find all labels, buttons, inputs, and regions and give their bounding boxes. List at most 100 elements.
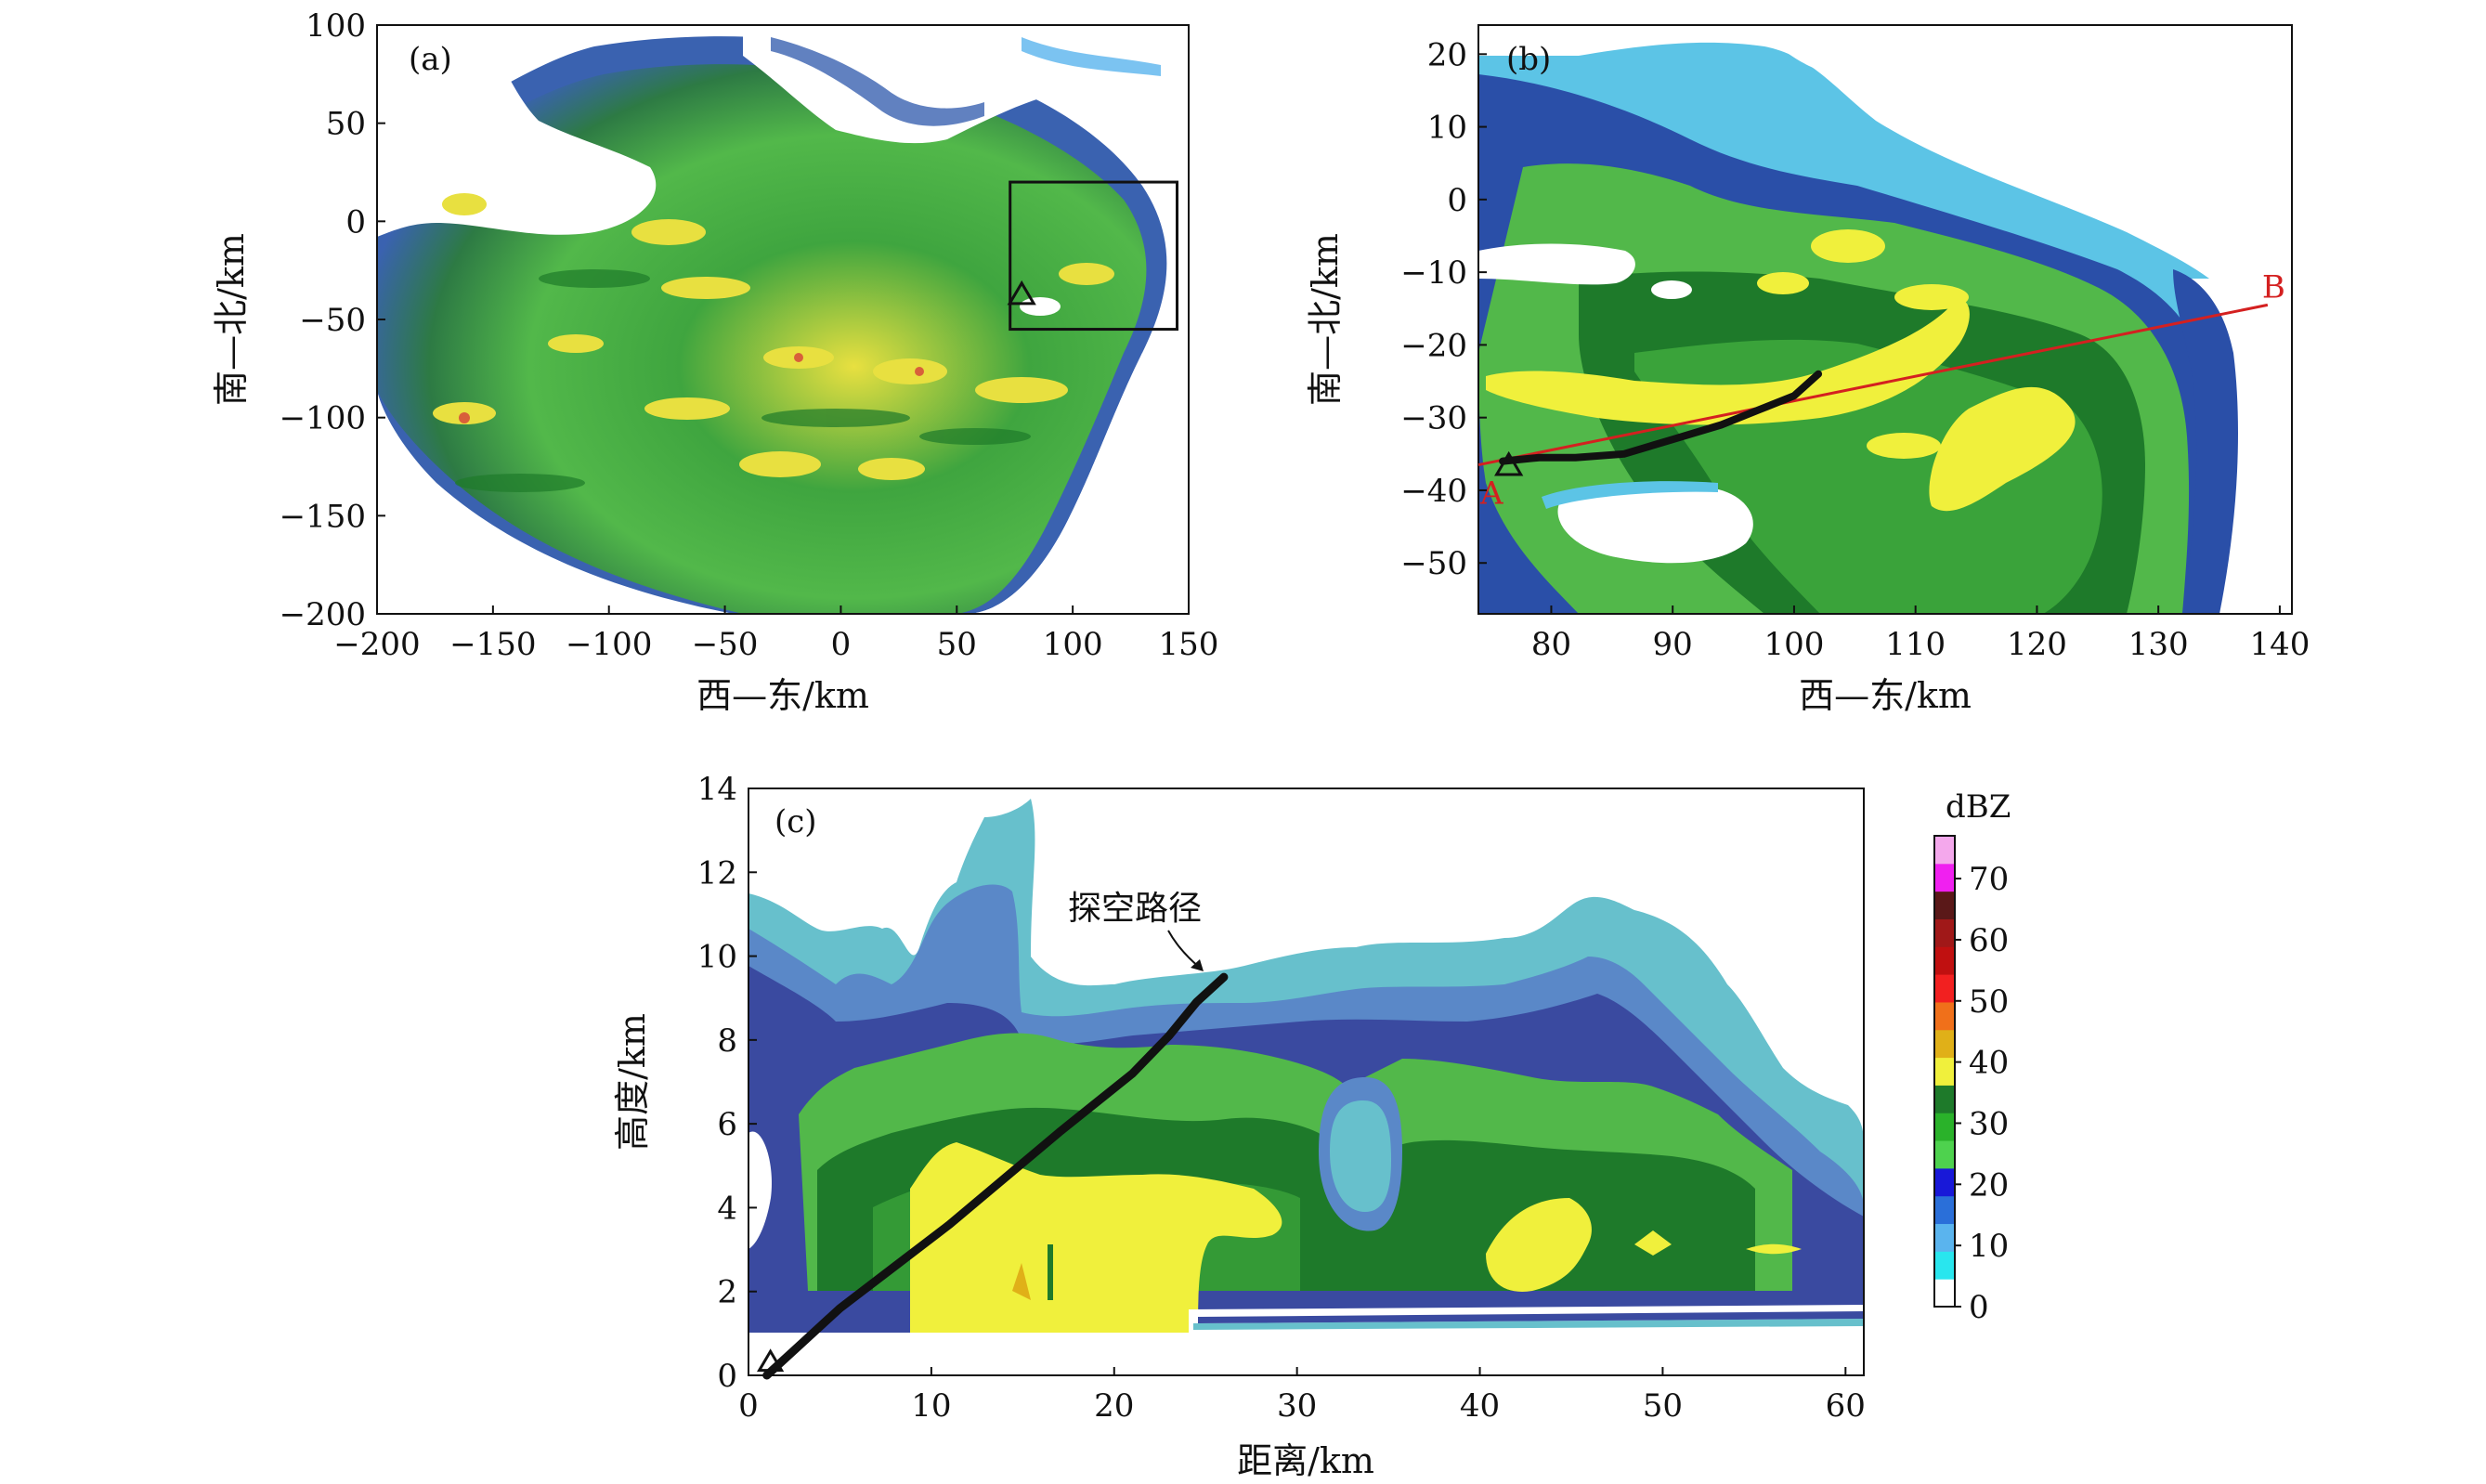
panel-c-xtick-label: 30 — [1277, 1387, 1317, 1425]
colorbar-swatch — [1934, 946, 1955, 975]
panel-c-xlabel: 距离/km — [1237, 1440, 1374, 1481]
panel-b-xtick-label: 140 — [2249, 626, 2310, 663]
panel-a-ytick-label: −100 — [280, 400, 366, 437]
colorbar-swatch — [1934, 1085, 1955, 1113]
panel-a-ytick-label: 0 — [345, 203, 366, 241]
colorbar-swatch — [1934, 1279, 1955, 1308]
panel-b: A B (b) 80 90 100 110 120 130 140 −50 −40 −30 −20 −… — [1305, 24, 2310, 716]
panel-b-frame — [1477, 24, 2293, 615]
panel-b-xtick-label: 110 — [1885, 626, 1946, 663]
panel-b-ytick-label: −10 — [1400, 254, 1467, 292]
panel-b-label-a: A — [1479, 475, 1503, 513]
colorbar-swatch — [1934, 918, 1955, 947]
panel-c-ytick-label: 2 — [717, 1274, 737, 1311]
panel-a-label: (a) — [409, 41, 452, 78]
panel-c-ytick-label: 0 — [717, 1358, 737, 1395]
colorbar-tick-label: 20 — [1969, 1166, 2009, 1204]
colorbar-swatch — [1934, 1195, 1955, 1225]
colorbar-swatch — [1934, 891, 1955, 919]
panel-c-ytick-label: 12 — [697, 854, 737, 892]
panel-c-ytick-label: 10 — [697, 939, 737, 976]
colorbar-swatch — [1934, 974, 1955, 1003]
panel-a-ytick-label: −50 — [299, 302, 366, 339]
panel-a-xlabel: 西—东/km — [696, 675, 869, 716]
panel-c-frame — [748, 788, 1865, 1376]
colorbar-tick-label: 70 — [1969, 861, 2009, 898]
panel-b-xlabel: 西—东/km — [1799, 675, 1972, 716]
panel-b-xtick-label: 80 — [1531, 626, 1571, 663]
panel-b-ytick-label: 10 — [1427, 110, 1467, 147]
panel-b-site-marker — [1494, 450, 1524, 476]
panel-a-ylabel: 南—北/km — [211, 233, 252, 406]
panel-a-ytick-label: −200 — [280, 596, 366, 633]
colorbar-title: dBZ — [1946, 788, 2011, 826]
panel-a-xtick-label: 50 — [937, 626, 977, 663]
colorbar-frame — [1933, 835, 1956, 1308]
panel-c-xtick-label: 60 — [1826, 1387, 1866, 1425]
panel-a-xtick-label: −200 — [333, 626, 420, 663]
colorbar-swatch — [1934, 1167, 1955, 1197]
colorbar: dBZ 0 10 20 30 40 50 60 70 — [1933, 788, 2011, 1326]
panel-b-ytick-label: −40 — [1400, 473, 1467, 510]
panel-b-ytick-label: 20 — [1427, 36, 1467, 73]
panel-c-sounding-path — [762, 972, 1229, 1380]
colorbar-swatches — [1934, 836, 1955, 1308]
panel-a-ytick-label: 50 — [326, 106, 366, 143]
panel-b-ytick-label: −30 — [1400, 400, 1467, 437]
colorbar-swatch — [1934, 1113, 1955, 1141]
panel-c-xtick-label: 10 — [911, 1387, 951, 1425]
panel-c-ytick-label: 14 — [697, 771, 737, 808]
panel-b-ticks: 80 90 100 110 120 130 140 −50 −40 −30 −20 −10 0 10 20 — [1400, 36, 2310, 663]
panel-c-ylabel: 高度/km — [612, 1013, 653, 1151]
panel-c-xtick-label: 50 — [1643, 1387, 1683, 1425]
panel-a-site-marker — [1007, 280, 1036, 306]
panel-c-annotation: 探空路径 — [1068, 890, 1202, 928]
panel-c-ytick-label: 4 — [717, 1190, 737, 1227]
colorbar-swatch — [1934, 1251, 1955, 1280]
panel-a-xtick-label: −100 — [566, 626, 652, 663]
panel-a-ytick-label: 100 — [306, 7, 366, 45]
panel-c-ytick-label: 6 — [717, 1106, 737, 1143]
colorbar-tick-label: 30 — [1969, 1105, 2009, 1142]
panel-b-ytick-label: −50 — [1400, 545, 1467, 582]
colorbar-swatch — [1934, 863, 1955, 892]
colorbar-ticks: 0 10 20 30 40 50 60 70 — [1955, 861, 2009, 1326]
panel-a-xtick-label: 100 — [1043, 626, 1103, 663]
colorbar-tick-label: 0 — [1969, 1289, 1989, 1326]
panel-c-xtick-label: 20 — [1094, 1387, 1134, 1425]
colorbar-swatch — [1934, 1140, 1955, 1169]
panel-c-xtick-label: 40 — [1460, 1387, 1500, 1425]
panel-b-label-b: B — [2262, 268, 2285, 306]
panel-a-ytick-label: −150 — [280, 498, 366, 535]
panel-a-xtick-label: 150 — [1159, 626, 1219, 663]
panel-c-xtick-label: 0 — [738, 1387, 759, 1425]
panel-b-xtick-label: 90 — [1653, 626, 1693, 663]
panel-a-ticks: −200 −150 −100 −50 0 50 100 150 −200 −150 −100 −50 0… — [280, 7, 1219, 663]
colorbar-swatch — [1934, 836, 1955, 865]
colorbar-swatch — [1934, 1001, 1955, 1031]
colorbar-swatch — [1934, 1223, 1955, 1252]
colorbar-swatch — [1934, 1057, 1955, 1086]
panel-b-xtick-label: 130 — [2128, 626, 2189, 663]
panel-b-section-line — [1477, 303, 2269, 467]
panel-c-ticks: 0 10 20 30 40 50 60 0 2 4 6 8 10 12 14 — [697, 771, 1866, 1425]
panel-a-subregion-box — [1009, 180, 1179, 332]
colorbar-swatch — [1934, 1029, 1955, 1059]
colorbar-tick-label: 50 — [1969, 983, 2009, 1021]
panel-a: (a) −200 −150 −100 −50 0 50 100 150 −200 −150 −100… — [211, 7, 1218, 716]
panel-c-annotation-arrowhead — [1191, 959, 1204, 971]
panel-b-xtick-label: 100 — [1764, 626, 1824, 663]
panel-a-xtick-label: −150 — [449, 626, 536, 663]
colorbar-tick-label: 60 — [1969, 922, 2009, 959]
panel-b-ylabel: 南—北/km — [1305, 233, 1346, 406]
panel-b-sounding-path — [1499, 370, 1823, 465]
colorbar-tick-label: 10 — [1969, 1228, 2009, 1265]
panel-b-ytick-label: −20 — [1400, 327, 1467, 364]
panel-a-xtick-label: −50 — [692, 626, 759, 663]
panel-b-label: (b) — [1506, 41, 1551, 78]
panel-b-xtick-label: 120 — [2007, 626, 2067, 663]
panel-c-label: (c) — [774, 803, 817, 840]
panel-c-ytick-label: 8 — [717, 1022, 737, 1060]
